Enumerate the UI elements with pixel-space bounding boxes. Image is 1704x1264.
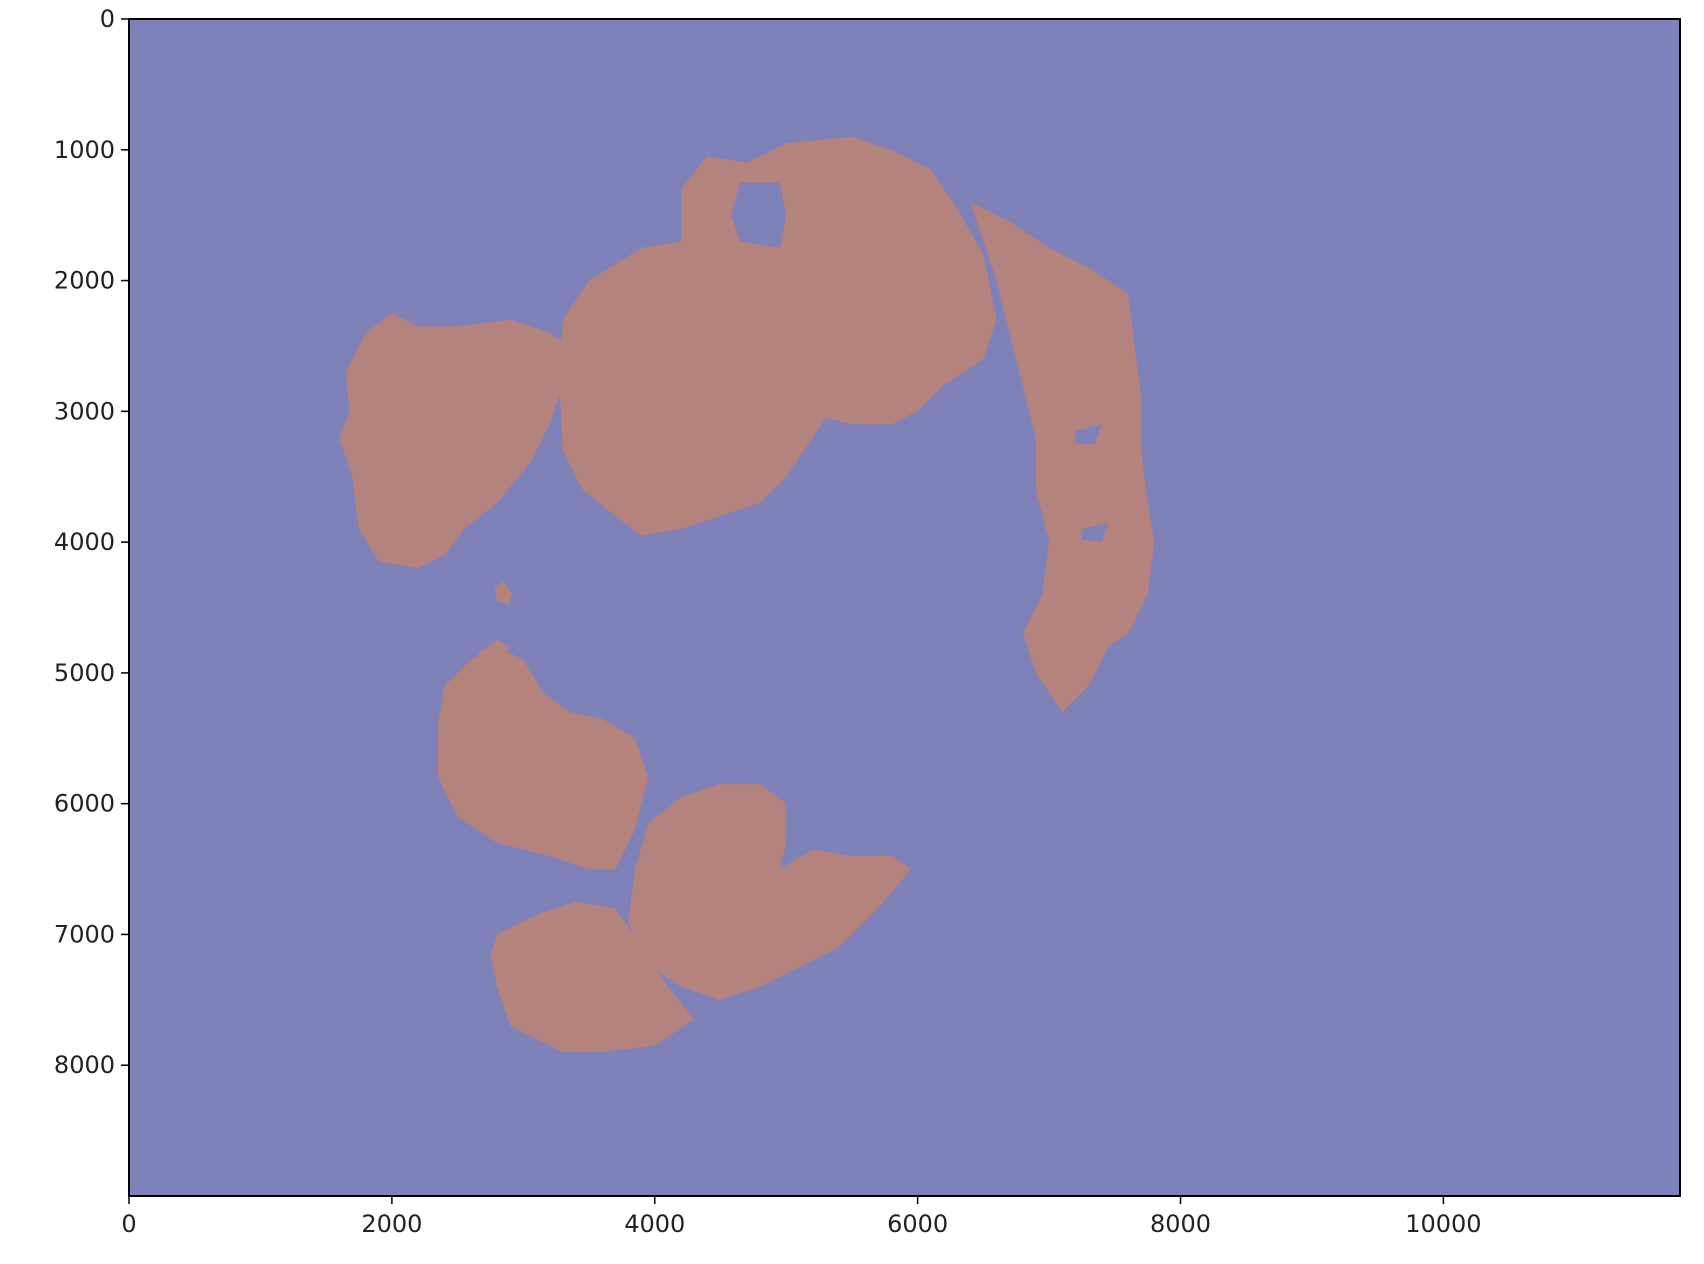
holes-layer [731, 182, 1109, 543]
right-arc-blob [970, 202, 1155, 713]
x-tick-label: 0 [121, 1210, 136, 1238]
x-tick-label: 6000 [887, 1210, 948, 1238]
y-tick-label: 5000 [54, 659, 115, 687]
top-left-blob [339, 313, 570, 569]
y-tick-label: 1000 [54, 136, 115, 164]
plot-area [128, 18, 1681, 1197]
top-hole [731, 182, 787, 248]
x-tick-label: 8000 [1150, 1210, 1211, 1238]
y-axis: 0 1000 2000 3000 4000 5000 6000 7000 8000 [54, 5, 129, 1079]
top-center-blob [560, 136, 997, 536]
right-arc-hole-1 [1075, 424, 1102, 444]
plot-frame [128, 18, 1681, 1197]
y-tick-label: 8000 [54, 1051, 115, 1079]
x-tick-label: 4000 [624, 1210, 685, 1238]
right-arc-hole-2 [1081, 522, 1109, 543]
y-tick-label: 2000 [54, 267, 115, 295]
small-speck-blob [494, 581, 513, 605]
y-tick-label: 3000 [54, 397, 115, 425]
x-axis: 0 2000 4000 6000 8000 10000 [121, 1196, 1482, 1238]
bottom-right-blob [628, 784, 912, 1000]
y-tick-label: 0 [100, 5, 115, 33]
y-tick-label: 4000 [54, 528, 115, 556]
x-tick-label: 10000 [1405, 1210, 1481, 1238]
small-top-speck-blob [477, 640, 511, 660]
regions-layer [339, 136, 1155, 1053]
y-tick-label: 7000 [54, 920, 115, 948]
bottom-bottom-blob [490, 901, 695, 1053]
x-tick-label: 2000 [361, 1210, 422, 1238]
bottom-left-blob [437, 646, 649, 870]
y-tick-label: 6000 [54, 790, 115, 818]
